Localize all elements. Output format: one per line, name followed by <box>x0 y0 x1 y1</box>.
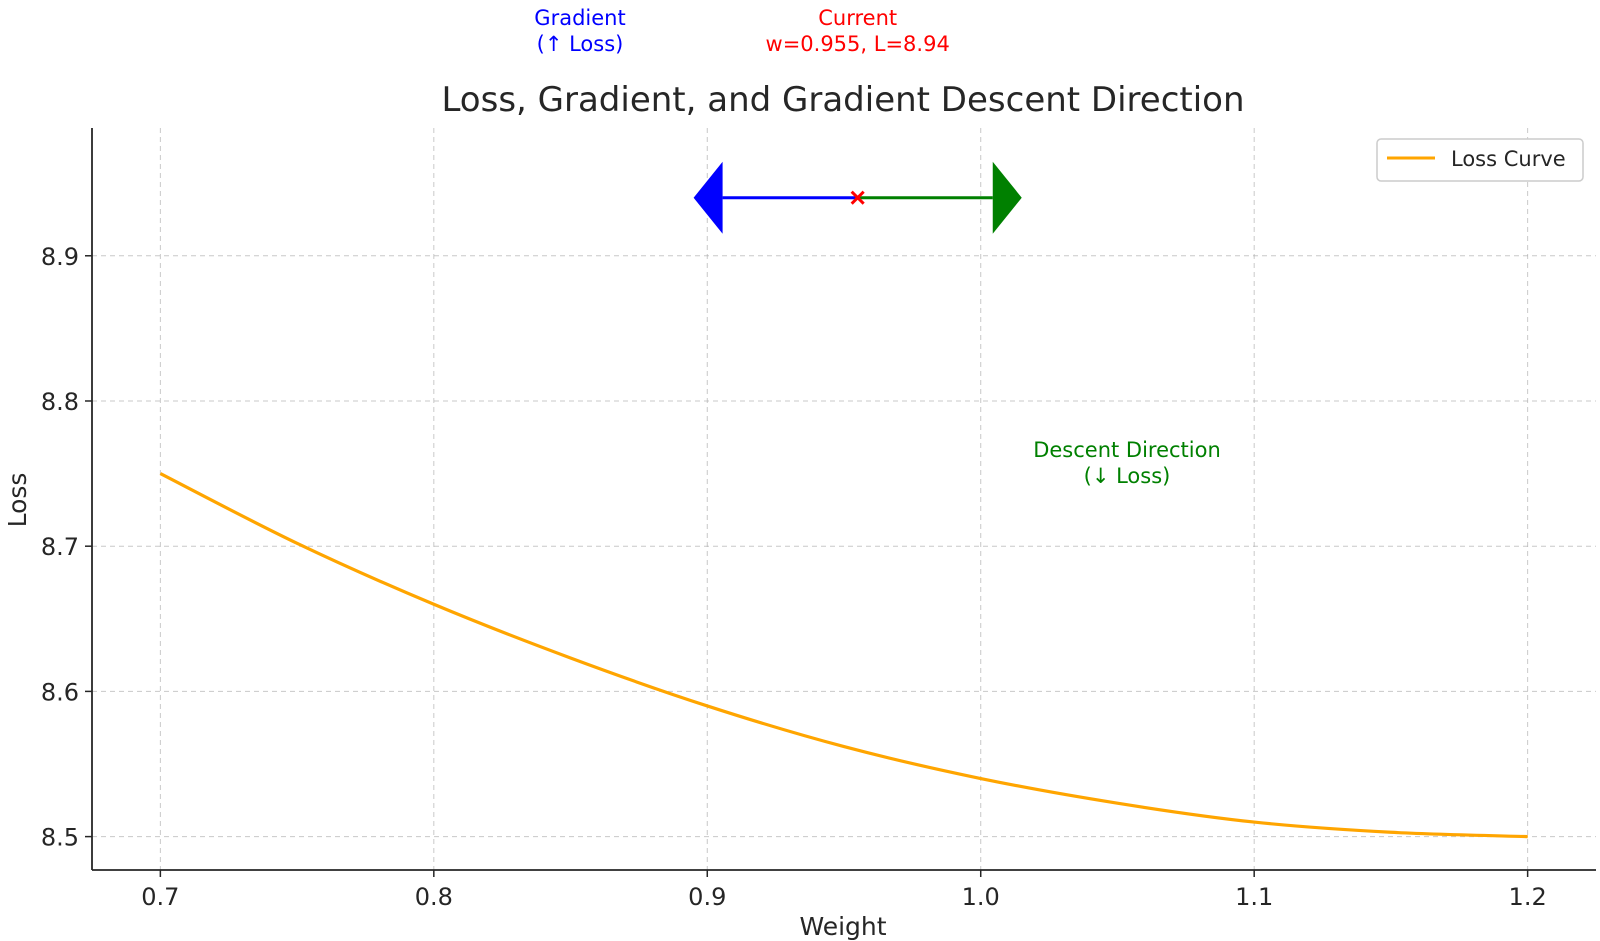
marker-layer <box>693 161 1022 234</box>
y-axis-label: Loss <box>3 473 32 528</box>
gradient-arrow-head <box>693 161 723 234</box>
y-tick-label: 8.9 <box>41 243 79 271</box>
legend-entry-loss-curve: Loss Curve <box>1451 147 1566 171</box>
current-point-label: Current w=0.955, L=8.94 <box>766 6 950 56</box>
x-axis-label: Weight <box>799 912 886 941</box>
x-tick-label: 0.8 <box>415 883 453 911</box>
descent-label-line: (↓ Loss) <box>1084 464 1171 488</box>
gradient-label-line: Gradient <box>534 6 625 30</box>
current-point-marker <box>850 190 865 205</box>
axes-layer: 0.7 0.8 0.9 1.0 1.1 1.2 8.5 8.6 8.7 8.8 8.9 <box>41 128 1596 911</box>
x-tick-label: 1.0 <box>962 883 1000 911</box>
current-point-marker-stroke <box>850 190 865 205</box>
legend: Loss Curve <box>1376 138 1584 182</box>
y-tick-label: 8.7 <box>41 533 79 561</box>
y-tick-label: 8.8 <box>41 388 79 416</box>
descent-label: Descent Direction (↓ Loss) <box>1033 438 1221 488</box>
legend-box <box>1376 138 1584 182</box>
chart-title: Loss, Gradient, and Gradient Descent Dir… <box>441 80 1244 120</box>
current-point-label-line: w=0.955, L=8.94 <box>766 32 950 56</box>
y-tick-label: 8.5 <box>41 824 79 852</box>
x-tick-label: 1.1 <box>1235 883 1273 911</box>
x-tick-label: 0.7 <box>141 883 179 911</box>
y-tick-label: 8.6 <box>41 678 79 706</box>
label-layer: Gradient (↑ Loss) Current w=0.955, L=8.94 De… <box>534 6 1221 488</box>
series-line-loss-curve <box>159 472 1528 839</box>
grid-layer <box>92 128 1596 870</box>
x-tick-label: 0.9 <box>688 883 726 911</box>
descent-arrow-head <box>992 161 1022 234</box>
gradient-label-line: (↑ Loss) <box>537 32 624 56</box>
series-layer <box>159 472 1528 839</box>
gradient-label: Gradient (↑ Loss) <box>534 6 625 56</box>
descent-label-line: Descent Direction <box>1033 438 1221 462</box>
current-point-label-line: Current <box>818 6 897 30</box>
x-tick-label: 1.2 <box>1509 883 1547 911</box>
